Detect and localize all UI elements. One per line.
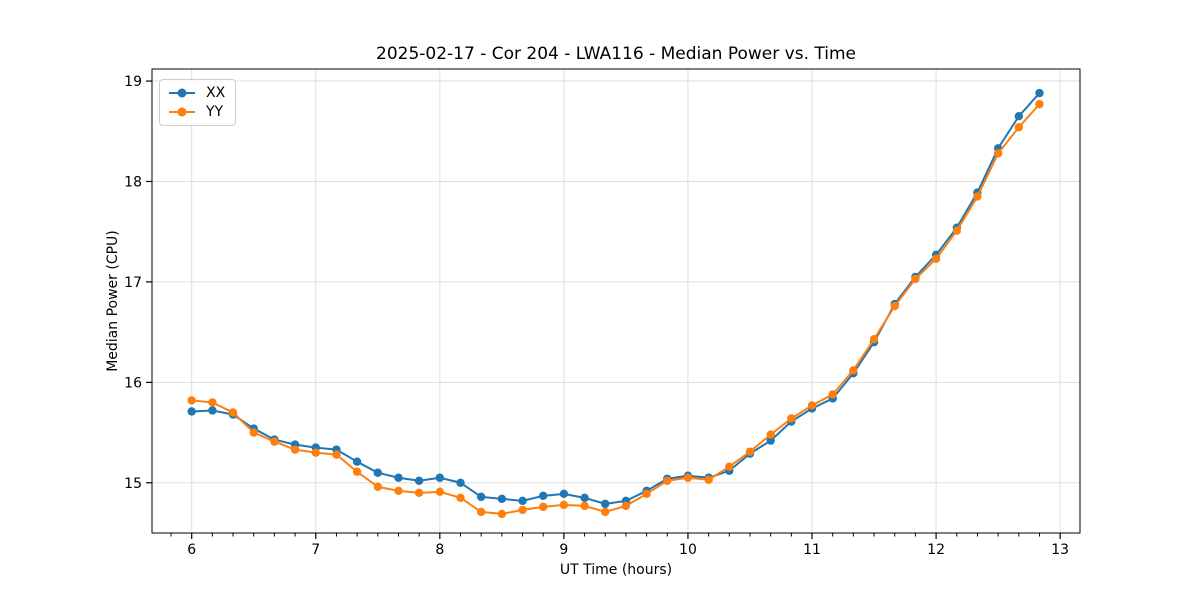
data-point-yy — [456, 493, 465, 503]
data-point-xx — [373, 468, 382, 477]
data-point-xx — [1014, 112, 1024, 121]
data-point-yy — [373, 482, 382, 492]
data-point-yy — [601, 507, 610, 517]
data-point-yy — [414, 488, 424, 498]
data-point-yy — [787, 414, 796, 423]
data-point-yy — [1035, 99, 1044, 109]
data-point-yy — [807, 401, 817, 410]
data-point-yy — [642, 489, 651, 499]
data-point-yy — [332, 450, 341, 459]
y-tick-label: 19 — [124, 74, 142, 90]
legend-item-yy: YY — [167, 104, 225, 120]
axis-ticks: 6 7 8 9 10 11 12 13 15 16 17 18 19 — [124, 74, 1069, 558]
x-axis-label: UT Time (hours) — [559, 562, 673, 578]
y-tick-label: 18 — [124, 174, 142, 190]
data-point-yy — [580, 501, 589, 511]
data-point-yy — [663, 476, 672, 485]
legend-label-xx: XX — [206, 85, 226, 101]
series-yy — [187, 99, 1044, 519]
data-point-yy — [828, 390, 837, 399]
legend-item-xx: XX — [167, 85, 225, 101]
data-point-yy — [869, 334, 879, 344]
x-tick-label: 7 — [311, 542, 320, 558]
legend-label-yy: YY — [206, 104, 224, 120]
data-point-yy — [394, 486, 403, 496]
data-point-yy — [435, 487, 445, 497]
x-tick-label: 13 — [1051, 542, 1069, 558]
data-point-xx — [580, 493, 589, 503]
data-point-yy — [849, 366, 858, 375]
y-tick-label: 15 — [124, 476, 142, 492]
data-point-yy — [890, 301, 899, 311]
data-point-yy — [745, 447, 755, 456]
data-point-yy — [725, 462, 734, 471]
data-point-yy — [249, 428, 258, 437]
data-point-yy — [228, 408, 238, 417]
data-point-xx — [352, 457, 362, 466]
data-point-yy — [931, 254, 941, 264]
data-point-yy — [208, 398, 217, 407]
data-point-yy — [311, 448, 320, 457]
x-tick-label: 12 — [927, 542, 945, 558]
gridlines — [152, 69, 1080, 533]
x-tick-label: 8 — [435, 542, 444, 558]
x-tick-label: 9 — [559, 542, 568, 558]
data-point-xx — [518, 496, 527, 506]
data-point-yy — [518, 505, 527, 515]
data-point-yy — [497, 509, 507, 519]
data-point-yy — [1014, 123, 1024, 132]
x-tick-label: 10 — [679, 542, 697, 558]
data-point-yy — [621, 501, 631, 511]
data-point-xx — [456, 478, 465, 487]
y-tick-label: 17 — [124, 275, 142, 291]
y-axis-label: Median Power (CPU) — [105, 230, 121, 372]
data-point-xx — [601, 499, 610, 509]
data-point-yy — [993, 149, 1003, 158]
data-point-yy — [290, 445, 300, 454]
data-point-yy — [559, 500, 569, 510]
x-tick-label: 11 — [803, 542, 821, 558]
data-point-yy — [952, 226, 962, 235]
data-point-yy — [270, 437, 279, 446]
data-point-xx — [559, 489, 569, 499]
legend-line-sample-xx — [169, 88, 195, 98]
data-point-yy — [187, 396, 196, 405]
data-point-xx — [187, 407, 196, 416]
data-point-xx — [1035, 88, 1044, 98]
data-point-yy — [973, 192, 982, 201]
y-tick-label: 16 — [124, 375, 142, 391]
data-point-yy — [911, 274, 920, 284]
plot-border — [151, 68, 1081, 534]
chart-title: 2025-02-17 - Cor 204 - LWA116 - Median P… — [376, 44, 856, 64]
data-point-yy — [352, 467, 362, 476]
data-point-xx — [394, 473, 403, 482]
data-point-xx — [497, 494, 507, 504]
data-point-yy — [538, 502, 548, 512]
data-point-yy — [704, 475, 713, 484]
legend: XX YY — [159, 79, 237, 126]
x-tick-label: 6 — [187, 542, 196, 558]
data-point-yy — [766, 430, 775, 439]
series-xx — [187, 88, 1044, 509]
data-point-yy — [476, 507, 486, 517]
data-point-xx — [208, 406, 217, 415]
data-point-xx — [435, 473, 445, 482]
data-point-xx — [538, 491, 548, 501]
data-point-xx — [766, 436, 775, 445]
data-point-yy — [683, 473, 693, 482]
legend-line-sample-yy — [169, 107, 195, 117]
data-point-xx — [414, 476, 424, 485]
data-point-xx — [476, 492, 486, 502]
